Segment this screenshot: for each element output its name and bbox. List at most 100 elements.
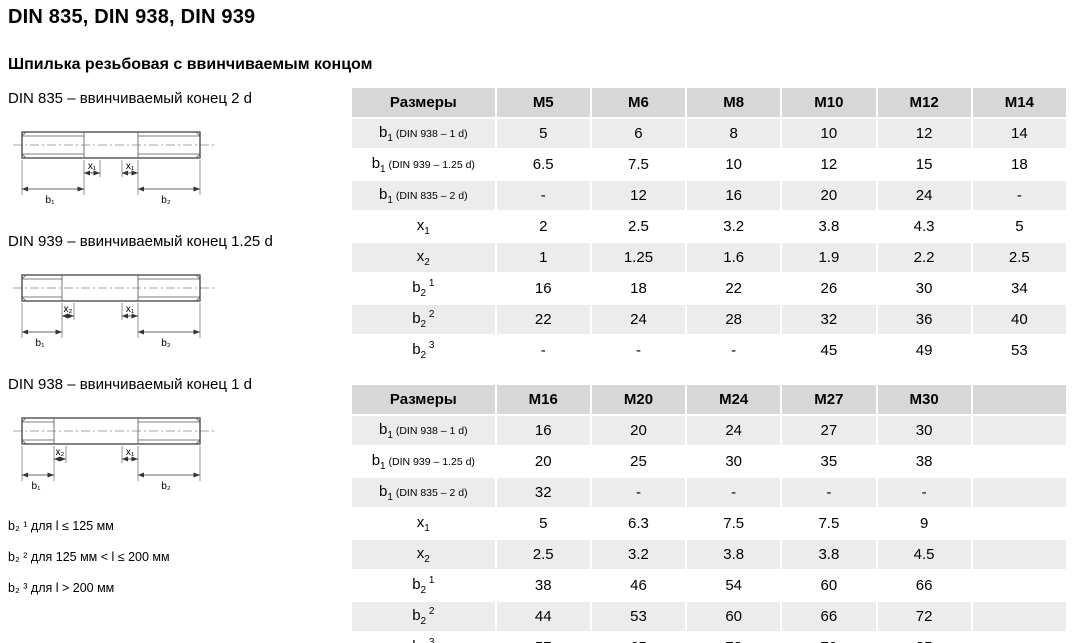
row-label: b2 2 [350, 303, 497, 336]
size-value-cell: 66 [780, 600, 878, 633]
size-value-cell [970, 414, 1069, 447]
size-value-cell: 2.5 [970, 241, 1069, 274]
size-value-cell: 85 [875, 631, 973, 643]
size-value-cell: 44 [494, 600, 592, 633]
dim-label-x-right: x₁ [126, 161, 135, 172]
size-value-cell: 79 [780, 631, 878, 643]
row-label: b1 (DIN 835 – 2 d) [350, 476, 497, 509]
table-row: b1 (DIN 835 – 2 d) 32- - - - [350, 476, 1069, 509]
table-row: b1 (DIN 835 – 2 d) -12 16 20 24- [350, 179, 1069, 212]
size-value-cell: 24 [685, 414, 783, 447]
size-value-cell: 26 [780, 272, 878, 305]
size-value-cell: 16 [494, 414, 592, 447]
size-value-cell: 3.8 [780, 538, 878, 571]
size-value-cell: 24 [589, 303, 688, 336]
stud-drawing-din938: x₂ x₁ b₁ b₂ [13, 417, 217, 492]
col-header-sizes: Размеры [350, 383, 497, 416]
size-value-cell: 45 [780, 334, 878, 367]
size-value-cell: 40 [970, 303, 1069, 336]
size-value-cell: 22 [494, 303, 592, 336]
col-header-sizes: Размеры [350, 86, 497, 119]
size-value-cell [970, 600, 1069, 633]
size-value-cell: 25 [589, 445, 688, 478]
size-value-cell: - [970, 179, 1069, 212]
size-value-cell: 10 [780, 117, 878, 150]
footnote-b2-2: b₂ ² для 125 мм < l ≤ 200 мм [8, 550, 170, 564]
row-label: b1 (DIN 938 – 1 d) [350, 117, 497, 150]
size-value-cell: 36 [875, 303, 973, 336]
diagram-caption-din939: DIN 939 – ввинчиваемый конец 1.25 d [8, 233, 273, 250]
size-value-cell: 20 [494, 445, 592, 478]
size-value-cell: 54 [685, 569, 783, 602]
size-value-cell: 1.6 [685, 241, 783, 274]
size-value-cell: 20 [780, 179, 878, 212]
size-value-cell: 2.5 [494, 538, 592, 571]
dim-label-x-right: x₁ [126, 304, 135, 315]
size-value-cell: 53 [970, 334, 1069, 367]
size-value-cell: 53 [589, 600, 688, 633]
table-row: b2 2 22 24 28 32 36 40 [350, 303, 1069, 336]
size-value-cell: 15 [875, 148, 973, 181]
col-header-size: M16 [494, 383, 592, 416]
stud-drawing-din835: x₁ x₁ b₁ b₂ [13, 131, 217, 206]
table-row: x1 5 6.3 7.5 7.5 9 [350, 507, 1069, 540]
size-value-cell: 12 [780, 148, 878, 181]
size-value-cell: - [685, 334, 783, 367]
size-value-cell: 3.8 [780, 210, 878, 243]
size-value-cell: 6 [589, 117, 688, 150]
diagram-din939: x₂ x₁ b₁ b₂ [10, 258, 350, 350]
row-label: x2 [350, 538, 497, 571]
table-row: b2 2 44 53 60 66 72 [350, 600, 1069, 633]
size-table-m16-m30: Размеры M16 M20 M24 M27 M30 b1 (DIN 938 – 1 d)… [350, 383, 1069, 643]
size-value-cell: 22 [685, 272, 783, 305]
table-row: b1 (DIN 938 – 1 d) 5 6 8 10 12 14 [350, 117, 1069, 150]
row-label: b1 (DIN 835 – 2 d) [350, 179, 497, 212]
size-value-cell: 24 [875, 179, 973, 212]
size-value-cell: - [494, 179, 592, 212]
size-value-cell: 73 [685, 631, 783, 643]
footnote-b2-3: b₂ ³ для l > 200 мм [8, 581, 115, 595]
dim-label-b1: b₁ [32, 481, 42, 492]
dim-label-x-left: x₂ [64, 304, 73, 315]
row-label: b1 (DIN 938 – 1 d) [350, 414, 497, 447]
size-value-cell: 66 [875, 569, 973, 602]
table-row: b2 1 38 46 54 60 66 [350, 569, 1069, 602]
size-value-cell: 4.3 [875, 210, 973, 243]
table-row: b2 1 16 18 22 26 30 34 [350, 272, 1069, 305]
size-value-cell [970, 476, 1069, 509]
page-subtitle: Шпилька резьбовая с ввинчиваемым концом [8, 56, 373, 73]
size-value-cell: 3.2 [589, 538, 688, 571]
table-row: b2 35765737985 [350, 631, 1069, 643]
size-value-cell: 28 [685, 303, 783, 336]
size-value-cell: 12 [875, 117, 973, 150]
size-value-cell: 38 [875, 445, 973, 478]
size-value-cell: 1 [494, 241, 592, 274]
col-header-size: M30 [875, 383, 973, 416]
diagrams-column: DIN 835 – ввинчиваемый конец 2 d [8, 86, 350, 643]
stud-drawing-din939: x₂ x₁ b₁ b₂ [13, 274, 217, 349]
table-row: b2 3- - -45 49 53 [350, 334, 1069, 367]
size-value-cell: 60 [685, 600, 783, 633]
size-value-cell: 32 [494, 476, 592, 509]
content-area: DIN 835 – ввинчиваемый конец 2 d [0, 86, 1074, 643]
size-value-cell: 1.25 [589, 241, 688, 274]
dim-label-x-left: x₁ [88, 161, 97, 172]
col-header-size: M6 [589, 86, 688, 119]
size-value-cell: 27 [780, 414, 878, 447]
table-header-row: Размеры M16 M20 M24 M27 M30 [350, 383, 1069, 416]
size-value-cell: - [875, 476, 973, 509]
diagram-din938: x₂ x₁ b₁ b₂ [10, 401, 350, 493]
size-value-cell: 9 [875, 507, 973, 540]
size-value-cell [970, 538, 1069, 571]
size-value-cell: 32 [780, 303, 878, 336]
size-value-cell [970, 445, 1069, 478]
row-label: x2 [350, 241, 497, 274]
size-value-cell: 7.5 [780, 507, 878, 540]
size-value-cell: - [589, 334, 688, 367]
size-value-cell: 18 [970, 148, 1069, 181]
size-value-cell: 46 [589, 569, 688, 602]
size-value-cell: 8 [685, 117, 783, 150]
size-value-cell: 12 [589, 179, 688, 212]
size-value-cell: 30 [875, 414, 973, 447]
col-header-size [970, 383, 1069, 416]
